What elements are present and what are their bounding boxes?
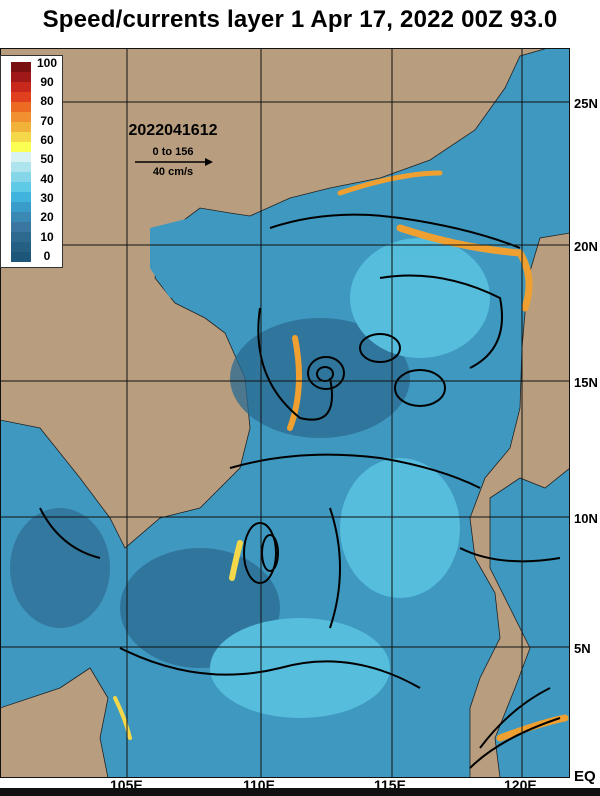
colorbar-swatch	[11, 202, 31, 213]
colorbar-swatches	[11, 62, 31, 262]
colorbar-label: 20	[40, 210, 54, 224]
colorbar-label: 90	[40, 75, 54, 89]
malacca-jet	[113, 696, 132, 740]
colorbar-swatch	[11, 72, 31, 83]
lat-label: 5N	[574, 641, 591, 656]
colorbar-swatch	[11, 142, 31, 153]
lat-label: 20N	[574, 239, 598, 254]
offshore-jet	[229, 540, 243, 581]
colorbar-swatch	[11, 192, 31, 203]
speed-range: 0 to 156	[152, 146, 194, 158]
gulf-of-tonkin	[150, 218, 210, 298]
colorbar-label: 80	[40, 94, 54, 108]
colorbar-label: 40	[40, 172, 54, 186]
fast-current-jets	[113, 170, 569, 742]
taiwan-jet	[337, 170, 443, 196]
graticule	[0, 48, 570, 778]
colorbar-swatch	[11, 92, 31, 103]
sulu-sea	[489, 467, 570, 778]
lat-label: 25N	[574, 96, 598, 111]
colorbar-swatch	[11, 162, 31, 173]
colorbar-label: 70	[40, 114, 54, 128]
colorbar-swatch	[11, 102, 31, 113]
date-stamp: 2022041612	[128, 122, 218, 139]
lat-label: 15N	[574, 375, 598, 390]
current-streamlines	[39, 213, 561, 769]
vietnam-jet	[287, 335, 302, 431]
colorbar-swatch	[11, 112, 31, 123]
current-speed-map	[0, 48, 570, 778]
colorbar-label: 50	[40, 152, 54, 166]
reference-arrow-icon	[135, 158, 213, 166]
luzon-strait-jet	[396, 224, 533, 312]
colorbar-swatch	[11, 242, 31, 253]
bottom-bar	[0, 788, 600, 796]
speed-colorbar: 100 90 80 70 60 50 40 30 20 10 0	[0, 55, 63, 268]
map-frame	[0, 48, 570, 778]
map-title: Speed/currents layer 1 Apr 17, 2022 00Z …	[0, 0, 600, 48]
vector-legend: 2022041612 0 to 156 40 cm/s	[118, 122, 228, 178]
colorbar-swatch	[11, 82, 31, 93]
colorbar-swatch	[11, 212, 31, 223]
lat-label: EQ	[574, 768, 596, 785]
vector-scale: 40 cm/s	[152, 166, 194, 178]
colorbar-label: 60	[40, 133, 54, 147]
colorbar-swatch	[11, 132, 31, 143]
colorbar-label: 100	[36, 56, 58, 70]
colorbar-swatch	[11, 222, 31, 233]
colorbar-label: 30	[40, 191, 54, 205]
colorbar-label: 0	[43, 249, 51, 263]
colorbar-swatch	[11, 152, 31, 163]
borneo-jet	[496, 714, 569, 742]
colorbar-swatch	[11, 232, 31, 243]
colorbar-swatch	[11, 172, 31, 183]
colorbar-swatch	[11, 62, 31, 73]
colorbar-swatch	[11, 122, 31, 133]
speed-shading	[10, 238, 490, 718]
colorbar-label: 10	[40, 230, 54, 244]
colorbar-swatch	[11, 182, 31, 193]
colorbar-swatch	[11, 252, 31, 262]
lat-label: 10N	[574, 511, 598, 526]
